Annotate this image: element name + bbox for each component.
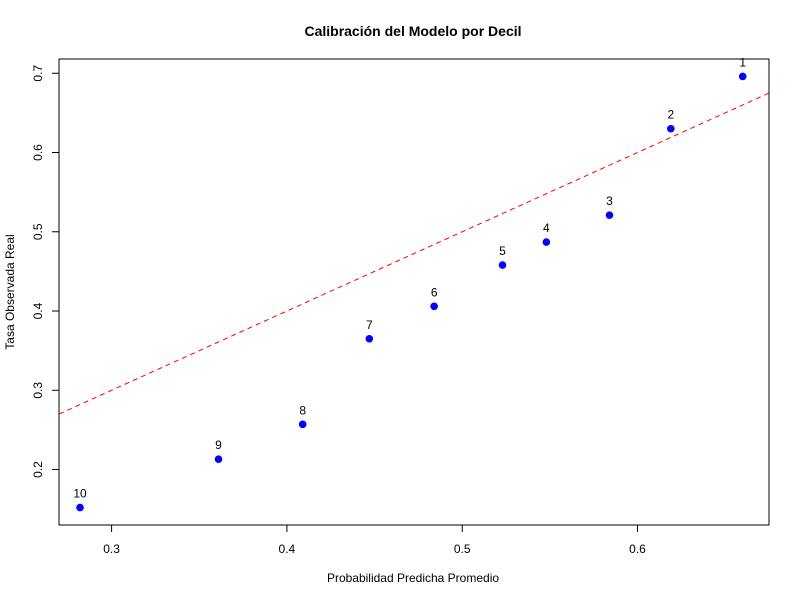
plot-frame bbox=[58, 58, 770, 526]
data-point bbox=[298, 420, 307, 429]
x-tick-label: 0.5 bbox=[454, 542, 471, 556]
y-tick-label: 0.7 bbox=[31, 65, 45, 82]
data-point bbox=[542, 238, 551, 246]
x-tick-label: 0.4 bbox=[279, 542, 296, 556]
point-label: 9 bbox=[215, 438, 222, 452]
data-point bbox=[365, 334, 374, 343]
data-point bbox=[738, 72, 747, 81]
y-tick-label: 0.6 bbox=[31, 144, 45, 161]
y-tick-label: 0.3 bbox=[31, 382, 45, 399]
point-label: 10 bbox=[73, 487, 87, 501]
x-tick-label: 0.6 bbox=[629, 542, 646, 556]
y-axis-ticks: 0.2 0.3 0.4 0.5 0.6 0.7 bbox=[31, 65, 59, 478]
data-point bbox=[605, 211, 614, 219]
point-label: 1 bbox=[739, 55, 746, 69]
data-point bbox=[214, 455, 223, 464]
data-point bbox=[667, 124, 675, 133]
point-label: 6 bbox=[431, 285, 438, 299]
point-label: 7 bbox=[366, 318, 373, 332]
x-tick-label: 0.3 bbox=[103, 542, 120, 556]
point-label: 5 bbox=[499, 244, 506, 258]
point-label: 3 bbox=[606, 194, 613, 208]
data-point bbox=[76, 503, 84, 512]
point-label: 2 bbox=[667, 108, 674, 122]
y-axis-label: Tasa Observada Real bbox=[3, 234, 17, 349]
x-axis-label: Probabilidad Predicha Promedio bbox=[327, 571, 499, 585]
data-point bbox=[430, 302, 438, 311]
reference-line bbox=[58, 92, 770, 415]
data-points: 1 2 3 4 5 6 7 8 9 10 bbox=[73, 55, 747, 512]
y-tick-label: 0.2 bbox=[31, 461, 45, 478]
point-label: 8 bbox=[299, 403, 306, 417]
x-axis-ticks: 0.3 0.4 0.5 0.6 bbox=[103, 525, 646, 556]
chart-title: Calibración del Modelo por Decil bbox=[304, 23, 521, 39]
y-tick-label: 0.4 bbox=[31, 302, 45, 319]
y-tick-label: 0.5 bbox=[31, 223, 45, 240]
point-label: 4 bbox=[543, 221, 550, 235]
data-point bbox=[498, 261, 507, 269]
